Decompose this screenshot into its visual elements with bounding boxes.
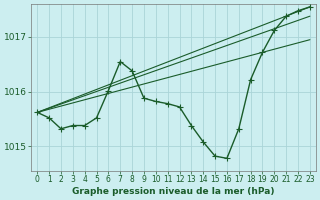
X-axis label: Graphe pression niveau de la mer (hPa): Graphe pression niveau de la mer (hPa) bbox=[72, 187, 275, 196]
